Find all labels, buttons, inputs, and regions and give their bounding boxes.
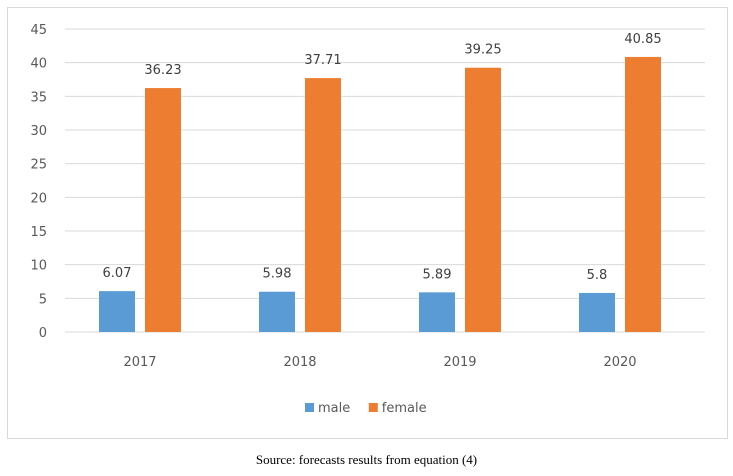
y-tick-label: 5: [39, 292, 47, 307]
bar-male: [419, 292, 455, 332]
x-tick-label: 2019: [443, 355, 476, 370]
y-tick-label: 40: [30, 57, 47, 72]
y-tick-label: 10: [30, 259, 47, 274]
y-tick-label: 20: [30, 191, 47, 206]
x-tick-label: 2020: [603, 355, 636, 370]
source-caption: Source: forecasts results from equation …: [255, 452, 478, 467]
data-label: 40.85: [624, 32, 661, 47]
y-tick-label: 15: [30, 225, 47, 240]
data-label: 5.89: [423, 267, 452, 282]
bar-male: [99, 291, 135, 332]
chart-frame: [7, 7, 728, 439]
data-label: 37.71: [304, 53, 341, 68]
y-tick-label: 35: [30, 90, 47, 105]
data-label: 39.25: [464, 43, 501, 58]
bar-male: [579, 292, 615, 332]
legend-label-male: male: [318, 401, 350, 416]
data-label: 36.23: [144, 63, 181, 78]
y-tick-label: 0: [39, 326, 47, 341]
legend-swatch-male: [305, 403, 314, 412]
bar-male: [259, 291, 295, 332]
x-tick-label: 2017: [123, 355, 156, 370]
data-label: 5.98: [263, 267, 292, 282]
legend-swatch-female: [368, 403, 378, 412]
data-label: 5.8: [587, 268, 608, 283]
data-label: 6.07: [103, 266, 132, 281]
y-tick-label: 25: [30, 158, 47, 173]
bar-female: [305, 78, 341, 332]
bar-female: [625, 56, 661, 333]
bar-female: [465, 67, 501, 332]
bar-female: [145, 88, 181, 332]
y-tick-label: 30: [30, 124, 47, 139]
bar-chart: 0 5 10 15 20 25 30 35 40 45 6.07 36.23 2017 5.98 37.71…: [30, 23, 705, 416]
x-tick-label: 2018: [283, 355, 316, 370]
legend-label-female: female: [382, 401, 427, 416]
y-tick-label: 45: [30, 23, 47, 38]
